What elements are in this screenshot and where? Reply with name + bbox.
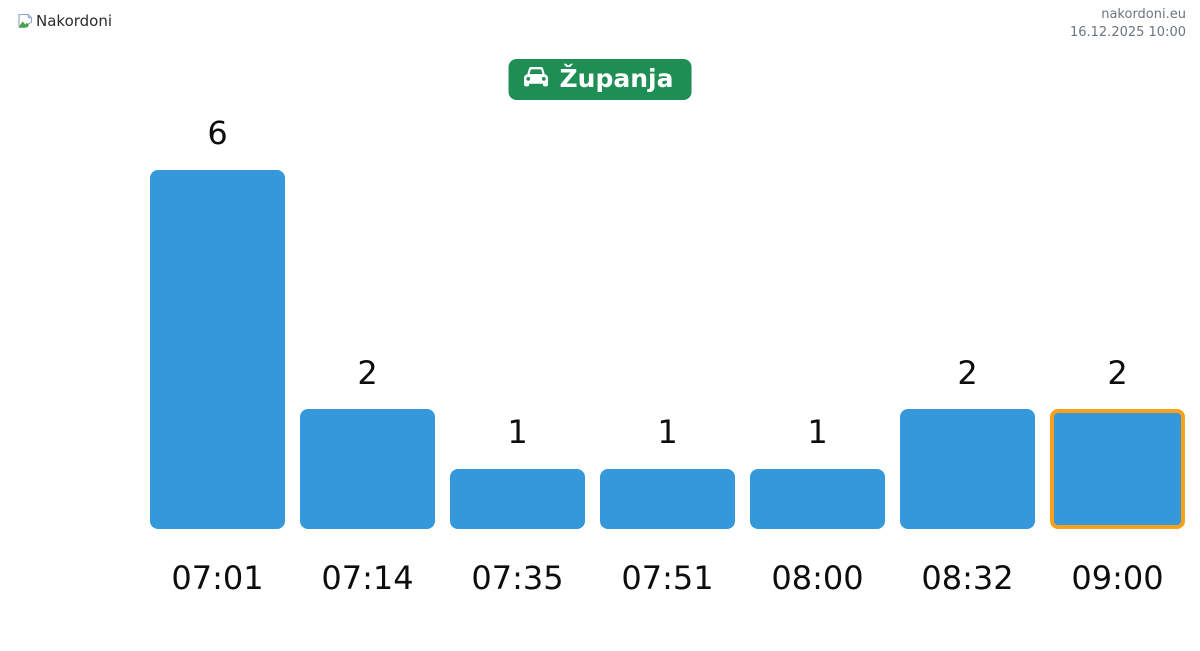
bar-column: 2 09:00 xyxy=(1050,0,1185,651)
bar-highlighted[interactable] xyxy=(1050,409,1185,529)
x-axis-label: 08:00 xyxy=(771,559,864,597)
bar[interactable] xyxy=(900,409,1035,529)
bar-column: 6 07:01 xyxy=(150,0,285,651)
bar-value-label: 2 xyxy=(357,353,378,392)
bar-value-label: 2 xyxy=(1107,353,1128,392)
bar-column: 2 07:14 xyxy=(300,0,435,651)
x-axis-label: 07:35 xyxy=(471,559,564,597)
bar[interactable] xyxy=(750,469,885,529)
bar-column: 2 08:32 xyxy=(900,0,1035,651)
header-meta: nakordoni.eu 16.12.2025 10:00 xyxy=(1070,6,1186,42)
x-axis-label: 07:01 xyxy=(171,559,264,597)
x-axis-label: 07:14 xyxy=(321,559,414,597)
bar-value-label: 2 xyxy=(957,353,978,392)
timestamp: 16.12.2025 10:00 xyxy=(1069,25,1186,40)
station-button-label: Županja xyxy=(559,64,674,93)
bar[interactable] xyxy=(450,469,585,529)
bar[interactable] xyxy=(300,409,435,529)
site-logo: Nakordoni xyxy=(17,12,112,30)
bar-column: 1 08:00 xyxy=(750,0,885,651)
bar-chart: 6 07:01 2 07:14 1 07:35 1 07:51 1 08:00 2 08:32 2 09:… xyxy=(150,0,1185,651)
bar-value-label: 1 xyxy=(507,413,528,452)
x-axis-label: 07:51 xyxy=(621,559,714,597)
site-logo-alt-text: Nakordoni xyxy=(36,12,113,30)
bar-value-label: 1 xyxy=(657,413,678,452)
bar-value-label: 6 xyxy=(207,114,228,153)
car-icon xyxy=(523,66,550,91)
bar[interactable] xyxy=(150,170,285,529)
x-axis-label: 08:32 xyxy=(921,559,1014,597)
x-axis-label: 09:00 xyxy=(1071,559,1164,597)
bar[interactable] xyxy=(600,469,735,529)
broken-image-icon xyxy=(17,13,34,30)
site-link[interactable]: nakordoni.eu xyxy=(1101,7,1186,22)
station-button[interactable]: Županja xyxy=(508,59,692,100)
bar-value-label: 1 xyxy=(807,413,828,452)
bar-column: 1 07:51 xyxy=(600,0,735,651)
bar-column: 1 07:35 xyxy=(450,0,585,651)
